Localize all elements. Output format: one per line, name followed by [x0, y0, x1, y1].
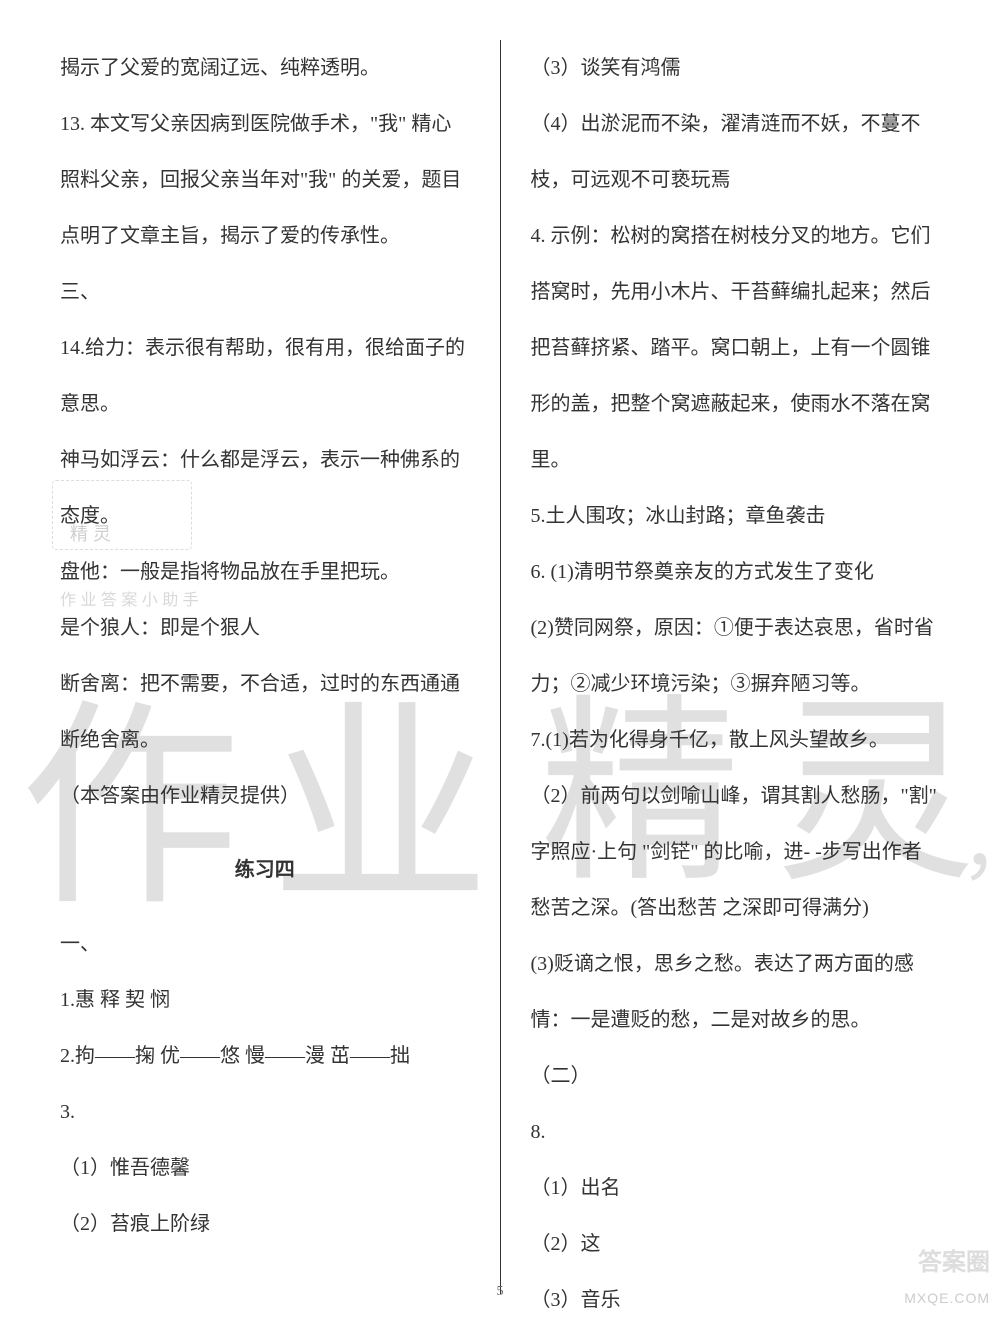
page-number: 5: [497, 1284, 504, 1300]
body-text: 揭示了父爱的宽阔辽远、纯粹透明。: [60, 40, 470, 96]
body-text: （3）谈笑有鸿儒: [531, 40, 941, 96]
body-text: 7.(1)若为化得身千亿，散上风头望故乡。: [531, 712, 941, 768]
body-text: （本答案由作业精灵提供）: [60, 768, 470, 824]
body-text: (3)贬谪之恨，思乡之愁。表达了两方面的感情：一是遭贬的愁，二是对故乡的思。: [531, 936, 941, 1048]
body-text: （二）: [531, 1048, 941, 1104]
body-text: （2）这: [531, 1216, 941, 1272]
body-text: (2)赞同网祭，原因：①便于表达哀思，省时省力；②减少环境污染；③摒弃陋习等。: [531, 600, 941, 712]
body-text: 盘他：一般是指将物品放在手里把玩。: [60, 544, 470, 600]
body-text: 是个狼人：即是个狠人: [60, 600, 470, 656]
page-container: 揭示了父爱的宽阔辽远、纯粹透明。 13. 本文写父亲因病到医院做手术，"我" 精…: [0, 0, 1000, 1314]
body-text: 13. 本文写父亲因病到医院做手术，"我" 精心照料父亲，回报父亲当年对"我" …: [60, 96, 470, 264]
left-column: 揭示了父爱的宽阔辽远、纯粹透明。 13. 本文写父亲因病到医院做手术，"我" 精…: [50, 40, 501, 1294]
body-text: 8.: [531, 1104, 941, 1160]
body-text: （1）惟吾德馨: [60, 1140, 470, 1196]
body-text: 1.惠 释 契 悯: [60, 972, 470, 1028]
section-title: 练习四: [60, 842, 470, 898]
body-text: （3）音乐: [531, 1272, 941, 1328]
body-text: 3.: [60, 1084, 470, 1140]
body-text: 5.土人围攻；冰山封路；章鱼袭击: [531, 488, 941, 544]
body-text: 一、: [60, 916, 470, 972]
body-text: （4）出淤泥而不染，濯清涟而不妖，不蔓不枝，可远观不可亵玩焉: [531, 96, 941, 208]
body-text: 三、: [60, 264, 470, 320]
body-text: 断舍离：把不需要，不合适，过时的东西通通断绝舍离。: [60, 656, 470, 768]
body-text: 2.拘——掬 优——悠 慢——漫 茁——拙: [60, 1028, 470, 1084]
body-text: （2）前两句以剑喻山峰，谓其割人愁肠，"割" 字照应·上句 "剑铓" 的比喻，进…: [531, 768, 941, 936]
body-text: （2）苔痕上阶绿: [60, 1196, 470, 1252]
body-text: 14.给力：表示很有帮助，很有用，很给面子的意思。: [60, 320, 470, 432]
right-column: （3）谈笑有鸿儒 （4）出淤泥而不染，濯清涟而不妖，不蔓不枝，可远观不可亵玩焉 …: [501, 40, 951, 1294]
body-text: 4. 示例：松树的窝搭在树枝分叉的地方。它们搭窝时，先用小木片、干苔藓编扎起来；…: [531, 208, 941, 488]
body-text: 6. (1)清明节祭奠亲友的方式发生了变化: [531, 544, 941, 600]
body-text: （1）出名: [531, 1160, 941, 1216]
body-text: 神马如浮云：什么都是浮云，表示一种佛系的态度。: [60, 432, 470, 544]
